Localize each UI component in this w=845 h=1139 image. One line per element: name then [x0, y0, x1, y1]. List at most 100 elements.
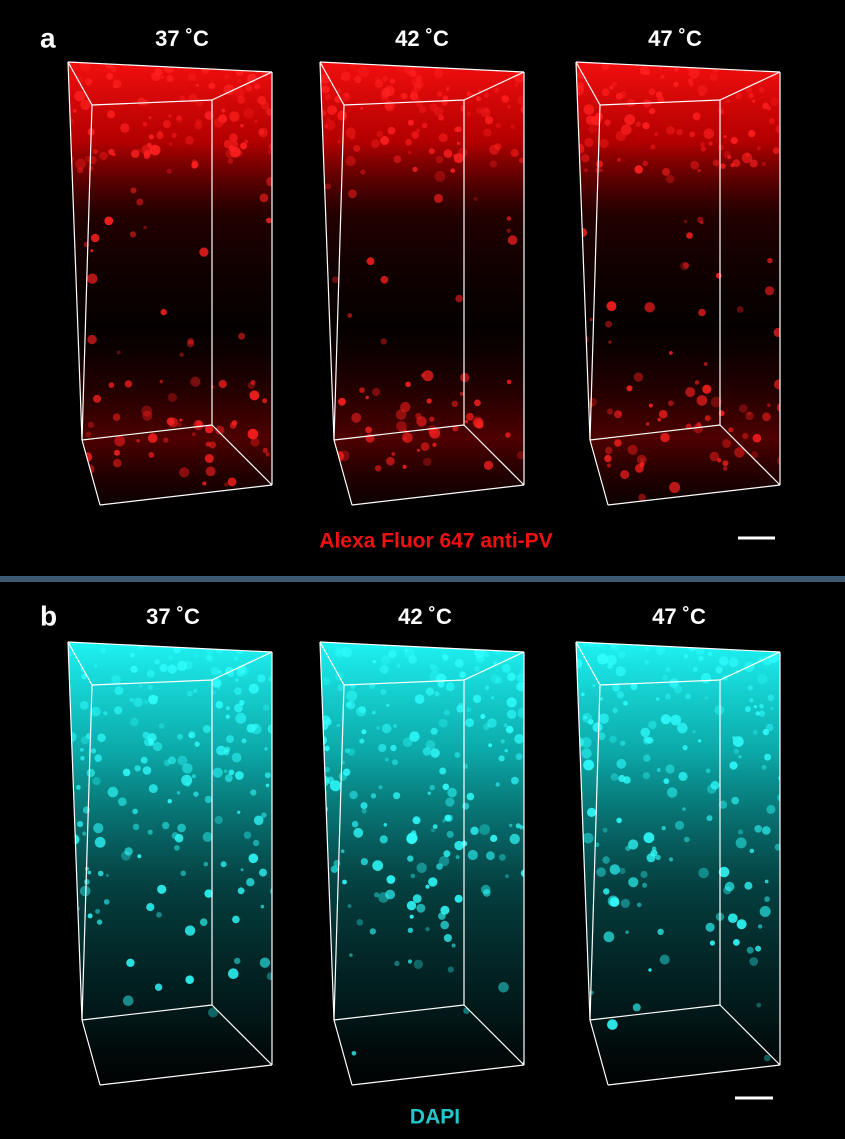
cell — [120, 123, 130, 133]
cell — [643, 754, 651, 762]
cell — [697, 85, 708, 96]
cell — [384, 100, 393, 110]
cell — [228, 968, 239, 979]
cell — [670, 714, 682, 726]
cell — [581, 748, 592, 759]
cell — [140, 756, 148, 764]
cell — [655, 91, 663, 99]
cell — [616, 817, 622, 824]
cell — [409, 70, 417, 77]
cell — [156, 912, 162, 918]
cell — [606, 654, 617, 666]
cell — [604, 454, 612, 463]
volume-fill — [576, 62, 780, 505]
cell — [370, 139, 380, 149]
cell — [756, 1002, 762, 1008]
cell — [668, 400, 674, 407]
cell — [625, 930, 629, 934]
cell — [605, 320, 613, 328]
cell — [137, 97, 146, 106]
cell — [762, 826, 771, 835]
cell — [587, 807, 597, 817]
panel-separator — [0, 576, 845, 582]
cell — [405, 139, 412, 146]
cell — [510, 148, 519, 158]
cell — [722, 460, 729, 467]
box-edge — [99, 484, 273, 506]
cell — [176, 115, 182, 121]
cell — [665, 764, 675, 774]
cell — [167, 799, 172, 804]
cell — [774, 379, 780, 390]
cell — [509, 823, 513, 828]
cell — [583, 759, 594, 771]
cell — [224, 482, 229, 487]
cell — [723, 466, 728, 471]
cell — [191, 432, 196, 437]
cell — [380, 275, 389, 284]
cell — [359, 387, 365, 393]
cell — [636, 902, 642, 908]
cell — [757, 673, 768, 685]
cell — [682, 745, 688, 751]
cell — [173, 646, 181, 654]
cell — [414, 694, 425, 704]
cell — [619, 91, 627, 99]
box-edge — [81, 1004, 213, 1021]
cell — [501, 95, 510, 103]
cell — [610, 773, 619, 781]
cell — [476, 107, 483, 114]
cell — [434, 171, 446, 182]
cell — [618, 411, 622, 415]
cell — [326, 117, 331, 122]
cell — [436, 673, 447, 684]
cell — [766, 804, 776, 814]
cell — [707, 651, 713, 657]
cell — [77, 821, 84, 828]
cell — [454, 658, 464, 668]
cell — [709, 940, 715, 946]
cell — [185, 781, 191, 788]
cell — [516, 451, 524, 460]
cell — [767, 257, 773, 264]
cell — [582, 832, 594, 844]
cell — [619, 867, 626, 875]
cell — [733, 939, 740, 946]
cell — [404, 648, 408, 653]
cell — [454, 752, 461, 758]
cell — [741, 152, 753, 164]
cell — [376, 726, 380, 730]
cell — [100, 647, 107, 654]
cell — [648, 720, 657, 730]
cell — [82, 831, 87, 836]
cell — [466, 91, 472, 97]
cell — [514, 83, 518, 87]
cell — [434, 193, 443, 203]
cell — [378, 743, 387, 752]
cell — [759, 906, 771, 917]
box-edge — [319, 61, 335, 441]
cell — [232, 915, 240, 924]
cell — [394, 960, 400, 967]
cell — [155, 696, 159, 700]
cell — [163, 437, 169, 443]
cell — [112, 79, 122, 89]
cell — [430, 748, 440, 758]
cell — [438, 718, 448, 728]
cell — [374, 892, 380, 898]
cell — [459, 391, 464, 396]
cell — [465, 718, 474, 728]
box-edge — [351, 484, 525, 506]
cell — [416, 416, 427, 427]
cell — [662, 168, 670, 176]
box-edge — [589, 1004, 721, 1021]
cell — [731, 796, 740, 805]
cell — [262, 704, 270, 711]
cell — [644, 302, 655, 313]
cell — [480, 713, 486, 719]
cell — [332, 276, 339, 284]
cell — [166, 75, 174, 83]
cell — [447, 966, 454, 973]
cell — [148, 134, 154, 140]
cell — [361, 729, 367, 735]
